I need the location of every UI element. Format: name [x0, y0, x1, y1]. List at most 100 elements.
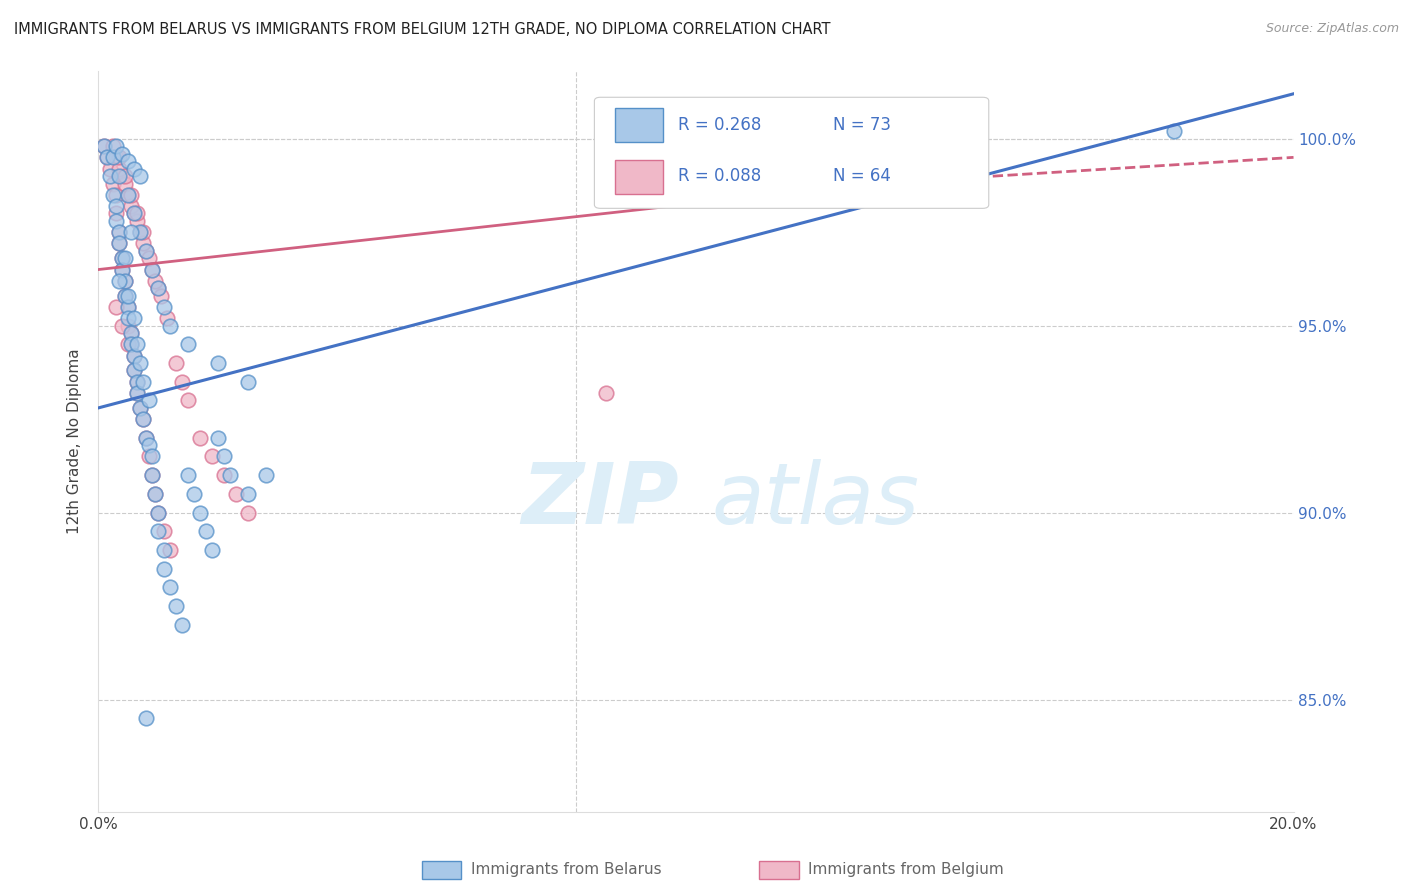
Point — [254, 468, 277, 483]
Text: Immigrants from Belgium: Immigrants from Belgium — [808, 863, 1004, 877]
Point — [595, 386, 617, 401]
Point — [159, 580, 181, 594]
Point — [135, 711, 157, 725]
Point — [212, 450, 235, 464]
Point — [108, 236, 131, 251]
Point — [111, 252, 134, 266]
Text: IMMIGRANTS FROM BELARUS VS IMMIGRANTS FROM BELGIUM 12TH GRADE, NO DIPLOMA CORREL: IMMIGRANTS FROM BELARUS VS IMMIGRANTS FR… — [14, 22, 831, 37]
Point — [127, 386, 149, 401]
Point — [127, 375, 149, 389]
Text: N = 73: N = 73 — [834, 116, 891, 134]
Point — [159, 543, 181, 558]
Point — [108, 236, 131, 251]
Point — [105, 300, 128, 314]
Point — [117, 300, 139, 314]
Point — [108, 150, 131, 164]
Point — [120, 199, 142, 213]
Point — [177, 393, 200, 408]
Point — [207, 356, 229, 370]
Point — [138, 450, 160, 464]
Point — [219, 468, 242, 483]
Point — [105, 139, 128, 153]
Point — [103, 139, 125, 153]
Point — [135, 431, 157, 445]
Point — [105, 150, 128, 164]
Point — [117, 337, 139, 351]
Point — [129, 401, 152, 415]
Point — [105, 199, 128, 213]
Point — [153, 524, 176, 539]
Point — [127, 206, 149, 220]
Point — [138, 438, 160, 452]
Point — [129, 225, 152, 239]
Point — [124, 206, 146, 220]
Point — [143, 487, 166, 501]
Point — [129, 401, 152, 415]
Point — [111, 146, 134, 161]
Text: Immigrants from Belarus: Immigrants from Belarus — [471, 863, 662, 877]
FancyBboxPatch shape — [614, 109, 662, 142]
Point — [124, 349, 146, 363]
Point — [120, 225, 142, 239]
Point — [111, 169, 134, 183]
Point — [141, 450, 163, 464]
Text: ZIP: ZIP — [522, 459, 679, 542]
Point — [127, 386, 149, 401]
Point — [117, 318, 139, 333]
Point — [236, 506, 259, 520]
Point — [188, 431, 211, 445]
Point — [124, 161, 146, 176]
Point — [150, 289, 173, 303]
Point — [117, 289, 139, 303]
Point — [183, 487, 205, 501]
Point — [127, 337, 149, 351]
Point — [103, 150, 125, 164]
Point — [105, 187, 128, 202]
Point — [114, 177, 136, 191]
Point — [225, 487, 247, 501]
Point — [207, 431, 229, 445]
Point — [143, 274, 166, 288]
Point — [114, 289, 136, 303]
Point — [100, 169, 122, 183]
Point — [141, 262, 163, 277]
Point — [141, 468, 163, 483]
Point — [103, 177, 125, 191]
Point — [117, 300, 139, 314]
Point — [153, 543, 176, 558]
Point — [201, 543, 224, 558]
Point — [148, 506, 170, 520]
Point — [236, 487, 259, 501]
Text: R = 0.268: R = 0.268 — [678, 116, 762, 134]
Point — [153, 562, 176, 576]
Point — [124, 206, 146, 220]
Point — [96, 150, 118, 164]
Y-axis label: 12th Grade, No Diploma: 12th Grade, No Diploma — [67, 349, 83, 534]
Point — [111, 262, 134, 277]
Point — [120, 326, 142, 340]
Point — [148, 524, 170, 539]
Point — [117, 187, 139, 202]
Point — [148, 281, 170, 295]
Point — [153, 300, 176, 314]
Point — [236, 375, 259, 389]
Point — [212, 468, 235, 483]
Point — [117, 154, 139, 169]
Point — [111, 252, 134, 266]
Point — [177, 337, 200, 351]
Point — [129, 225, 152, 239]
Point — [141, 262, 163, 277]
Point — [120, 337, 142, 351]
Point — [108, 274, 131, 288]
Point — [1163, 124, 1185, 138]
Text: N = 64: N = 64 — [834, 168, 891, 186]
Point — [177, 468, 200, 483]
Point — [188, 506, 211, 520]
Point — [127, 214, 149, 228]
Point — [108, 225, 131, 239]
Point — [117, 311, 139, 326]
Point — [96, 150, 118, 164]
Point — [129, 356, 152, 370]
Point — [195, 524, 218, 539]
Point — [114, 169, 136, 183]
